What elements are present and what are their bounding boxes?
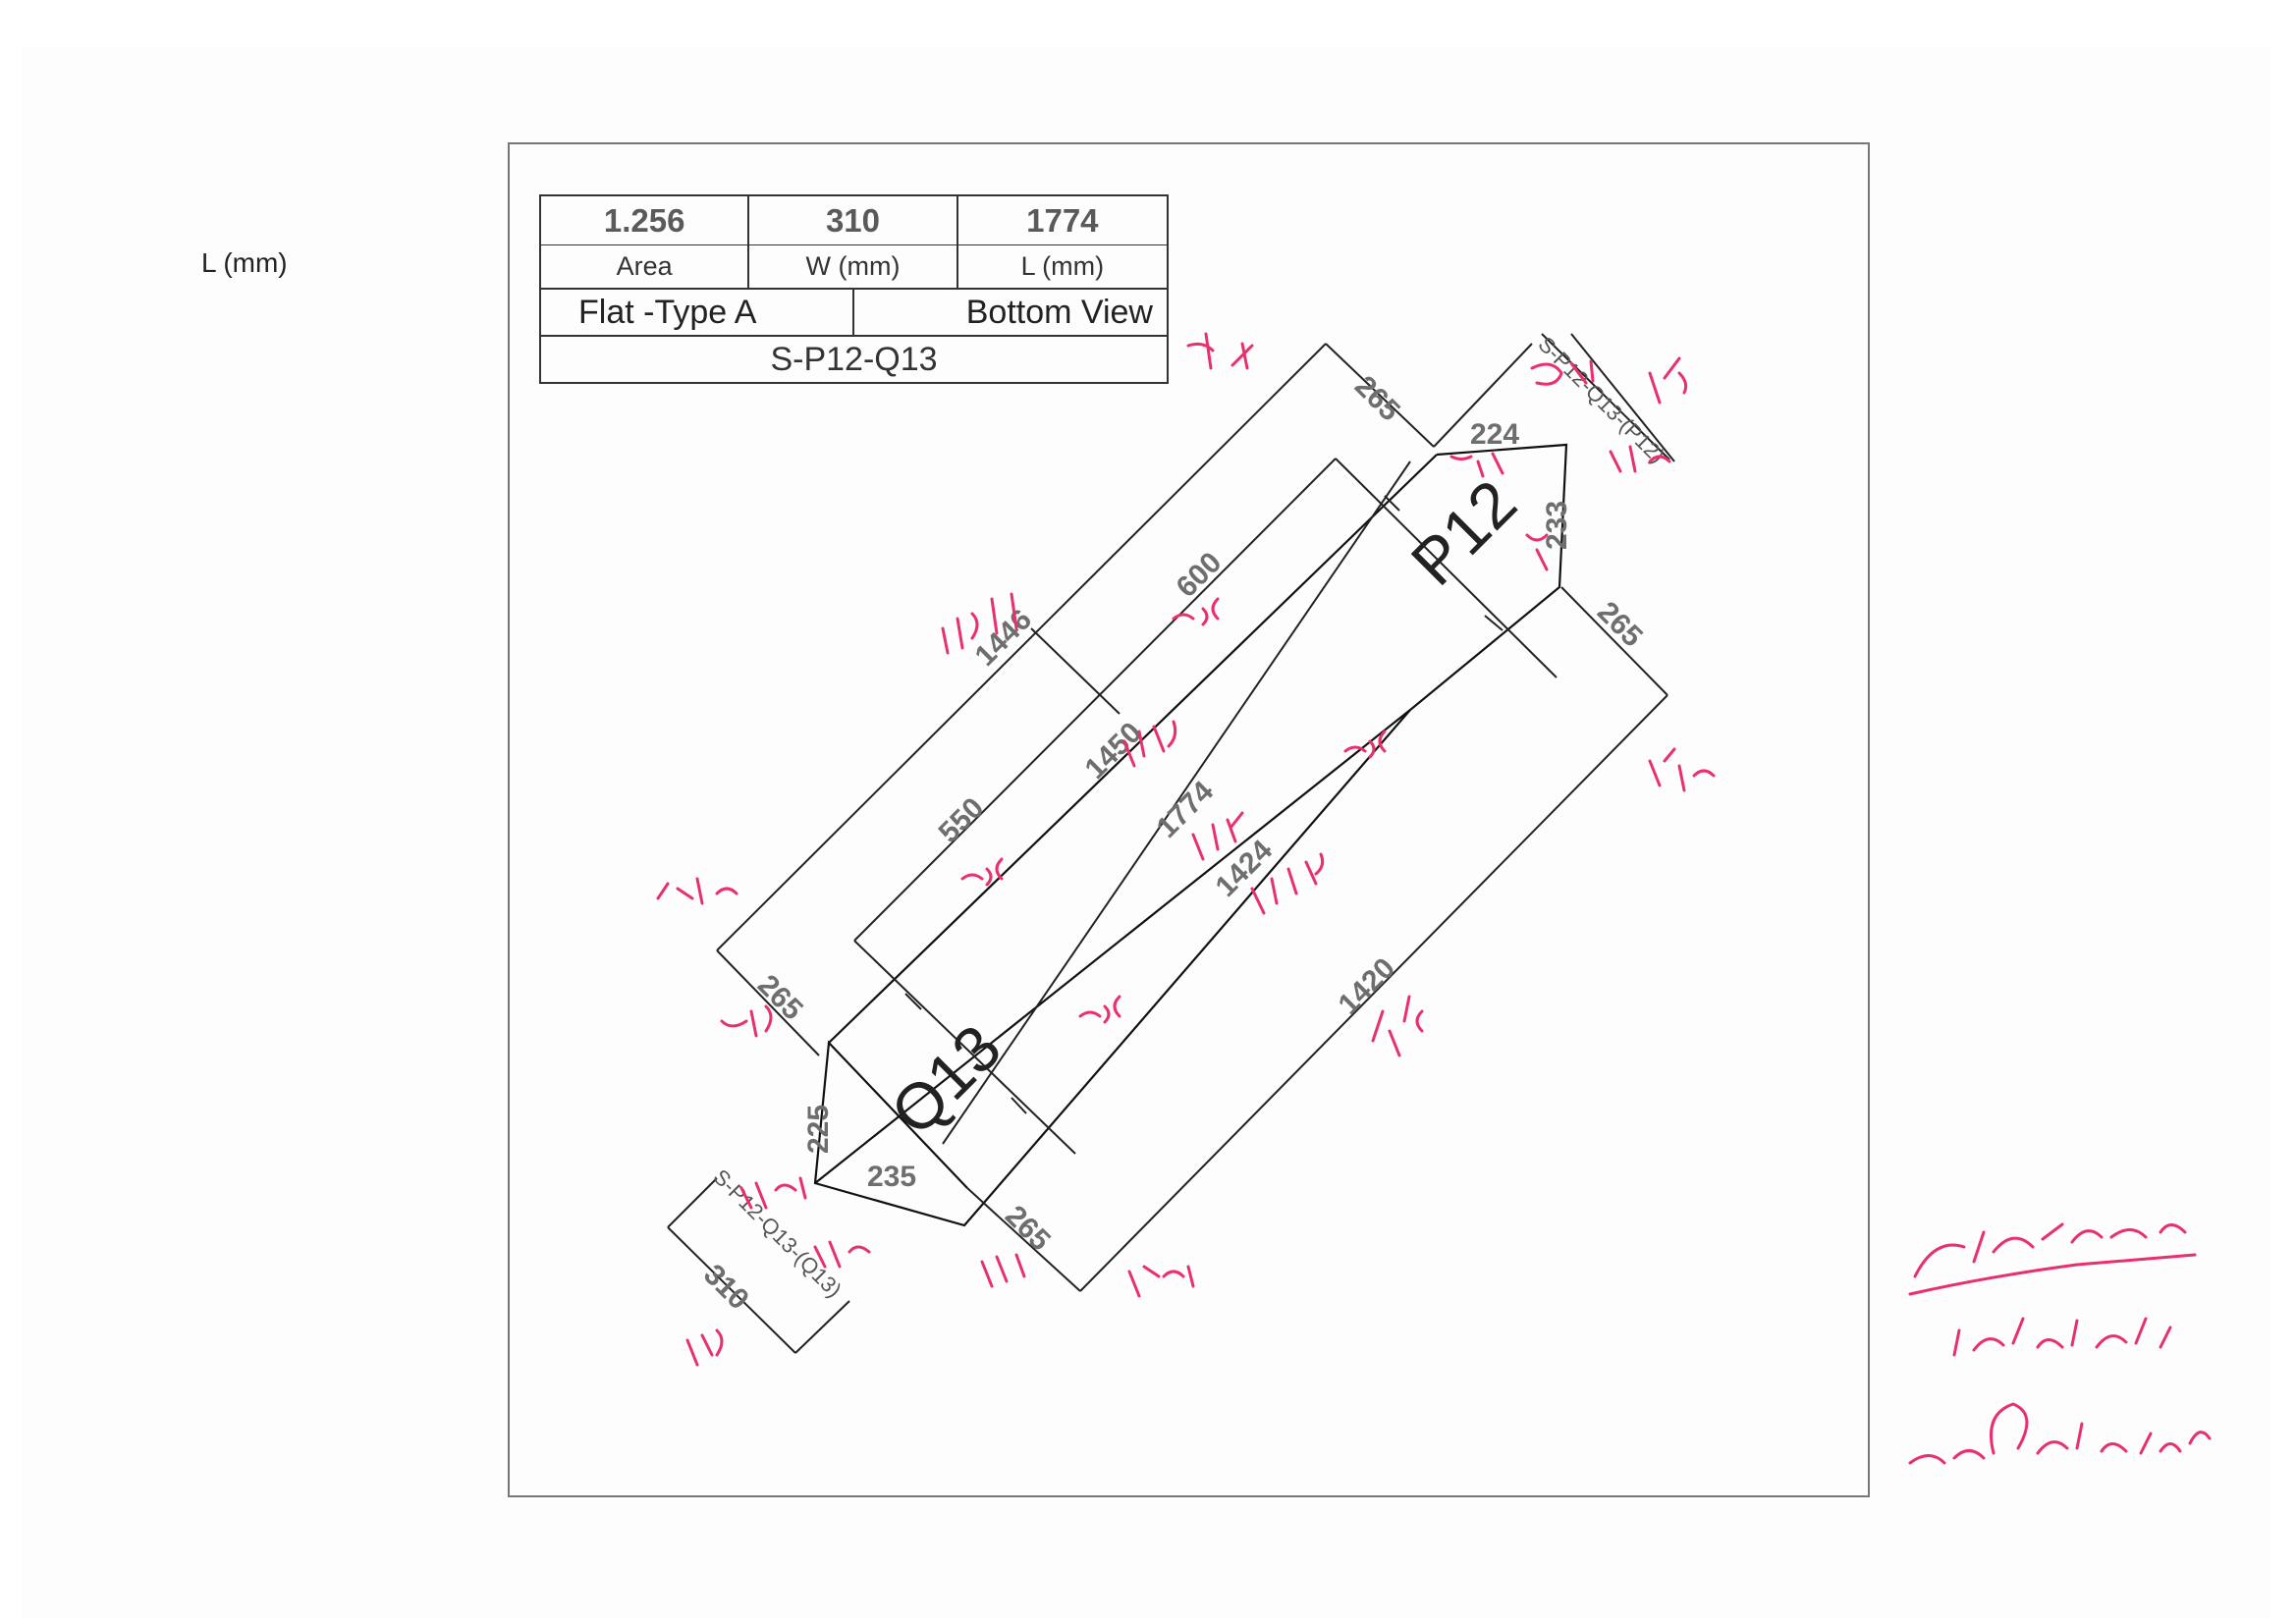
part-code-cell: S-P12-Q13 [541,337,1167,382]
area-label: Area [616,251,673,281]
title-block-labels-row: Area W (mm) L (mm) [541,245,1167,290]
dim-224: 224 [1470,418,1519,451]
handwritten-annotations [656,332,2212,1465]
dim-265-right: 265 [1591,596,1649,654]
area-label-cell: Area [541,245,750,288]
title-block-values-row: 1.256 310 1774 [541,196,1167,245]
dim-233: 233 [1541,501,1573,550]
dim-1450: 1450 [1079,716,1149,785]
drawing-frame [508,142,1870,1497]
type-cell: Flat -Type A [541,290,854,335]
view-cell: Bottom View [854,290,1168,335]
dim-265-top: 265 [1348,370,1406,428]
dim-550: 550 [933,791,991,849]
dim-235: 235 [867,1161,916,1193]
title-block: 1.256 310 1774 Area W (mm) L (mm) Flat -… [539,194,1169,384]
title-block-type-row: Flat -Type A Bottom View [541,290,1167,337]
area-value-cell: 1.256 [541,196,750,244]
dim-1774: 1774 [1151,775,1221,844]
length-value: 1774 [1026,201,1099,239]
dim-265-bottom: 265 [999,1200,1057,1258]
part-code: S-P12-Q13 [770,340,938,378]
width-label: W (mm) [805,251,901,281]
type-label: Flat -Type A [578,293,757,331]
dim-265-left: 265 [751,969,809,1027]
length-label: L (mm) [1020,251,1105,281]
width-label-cell: W (mm) [749,245,958,288]
panel-label-bottom: Q13 [877,1010,1015,1149]
side-unit-label: L (mm) [201,247,288,278]
panel-outline [813,443,1568,1227]
panel-label-top: P12 [1397,466,1530,599]
dim-1420: 1420 [1333,951,1402,1021]
dim-310: 310 [697,1259,755,1317]
dimension-lines [667,333,1675,1354]
view-label: Bottom View [965,293,1153,331]
length-value-cell: 1774 [958,196,1167,244]
drawing-sheet [22,47,2270,1618]
dim-600: 600 [1171,546,1229,604]
end-tag-top: S-P12-Q13-(P12) [1533,332,1669,468]
width-value: 310 [825,201,881,239]
area-value: 1.256 [603,201,685,239]
length-label-cell: L (mm) [958,245,1167,288]
dim-225: 225 [802,1105,835,1154]
title-block-code-row: S-P12-Q13 [541,337,1167,382]
dim-1446: 1446 [969,603,1039,673]
width-value-cell: 310 [749,196,958,244]
dim-1424: 1424 [1210,834,1280,903]
